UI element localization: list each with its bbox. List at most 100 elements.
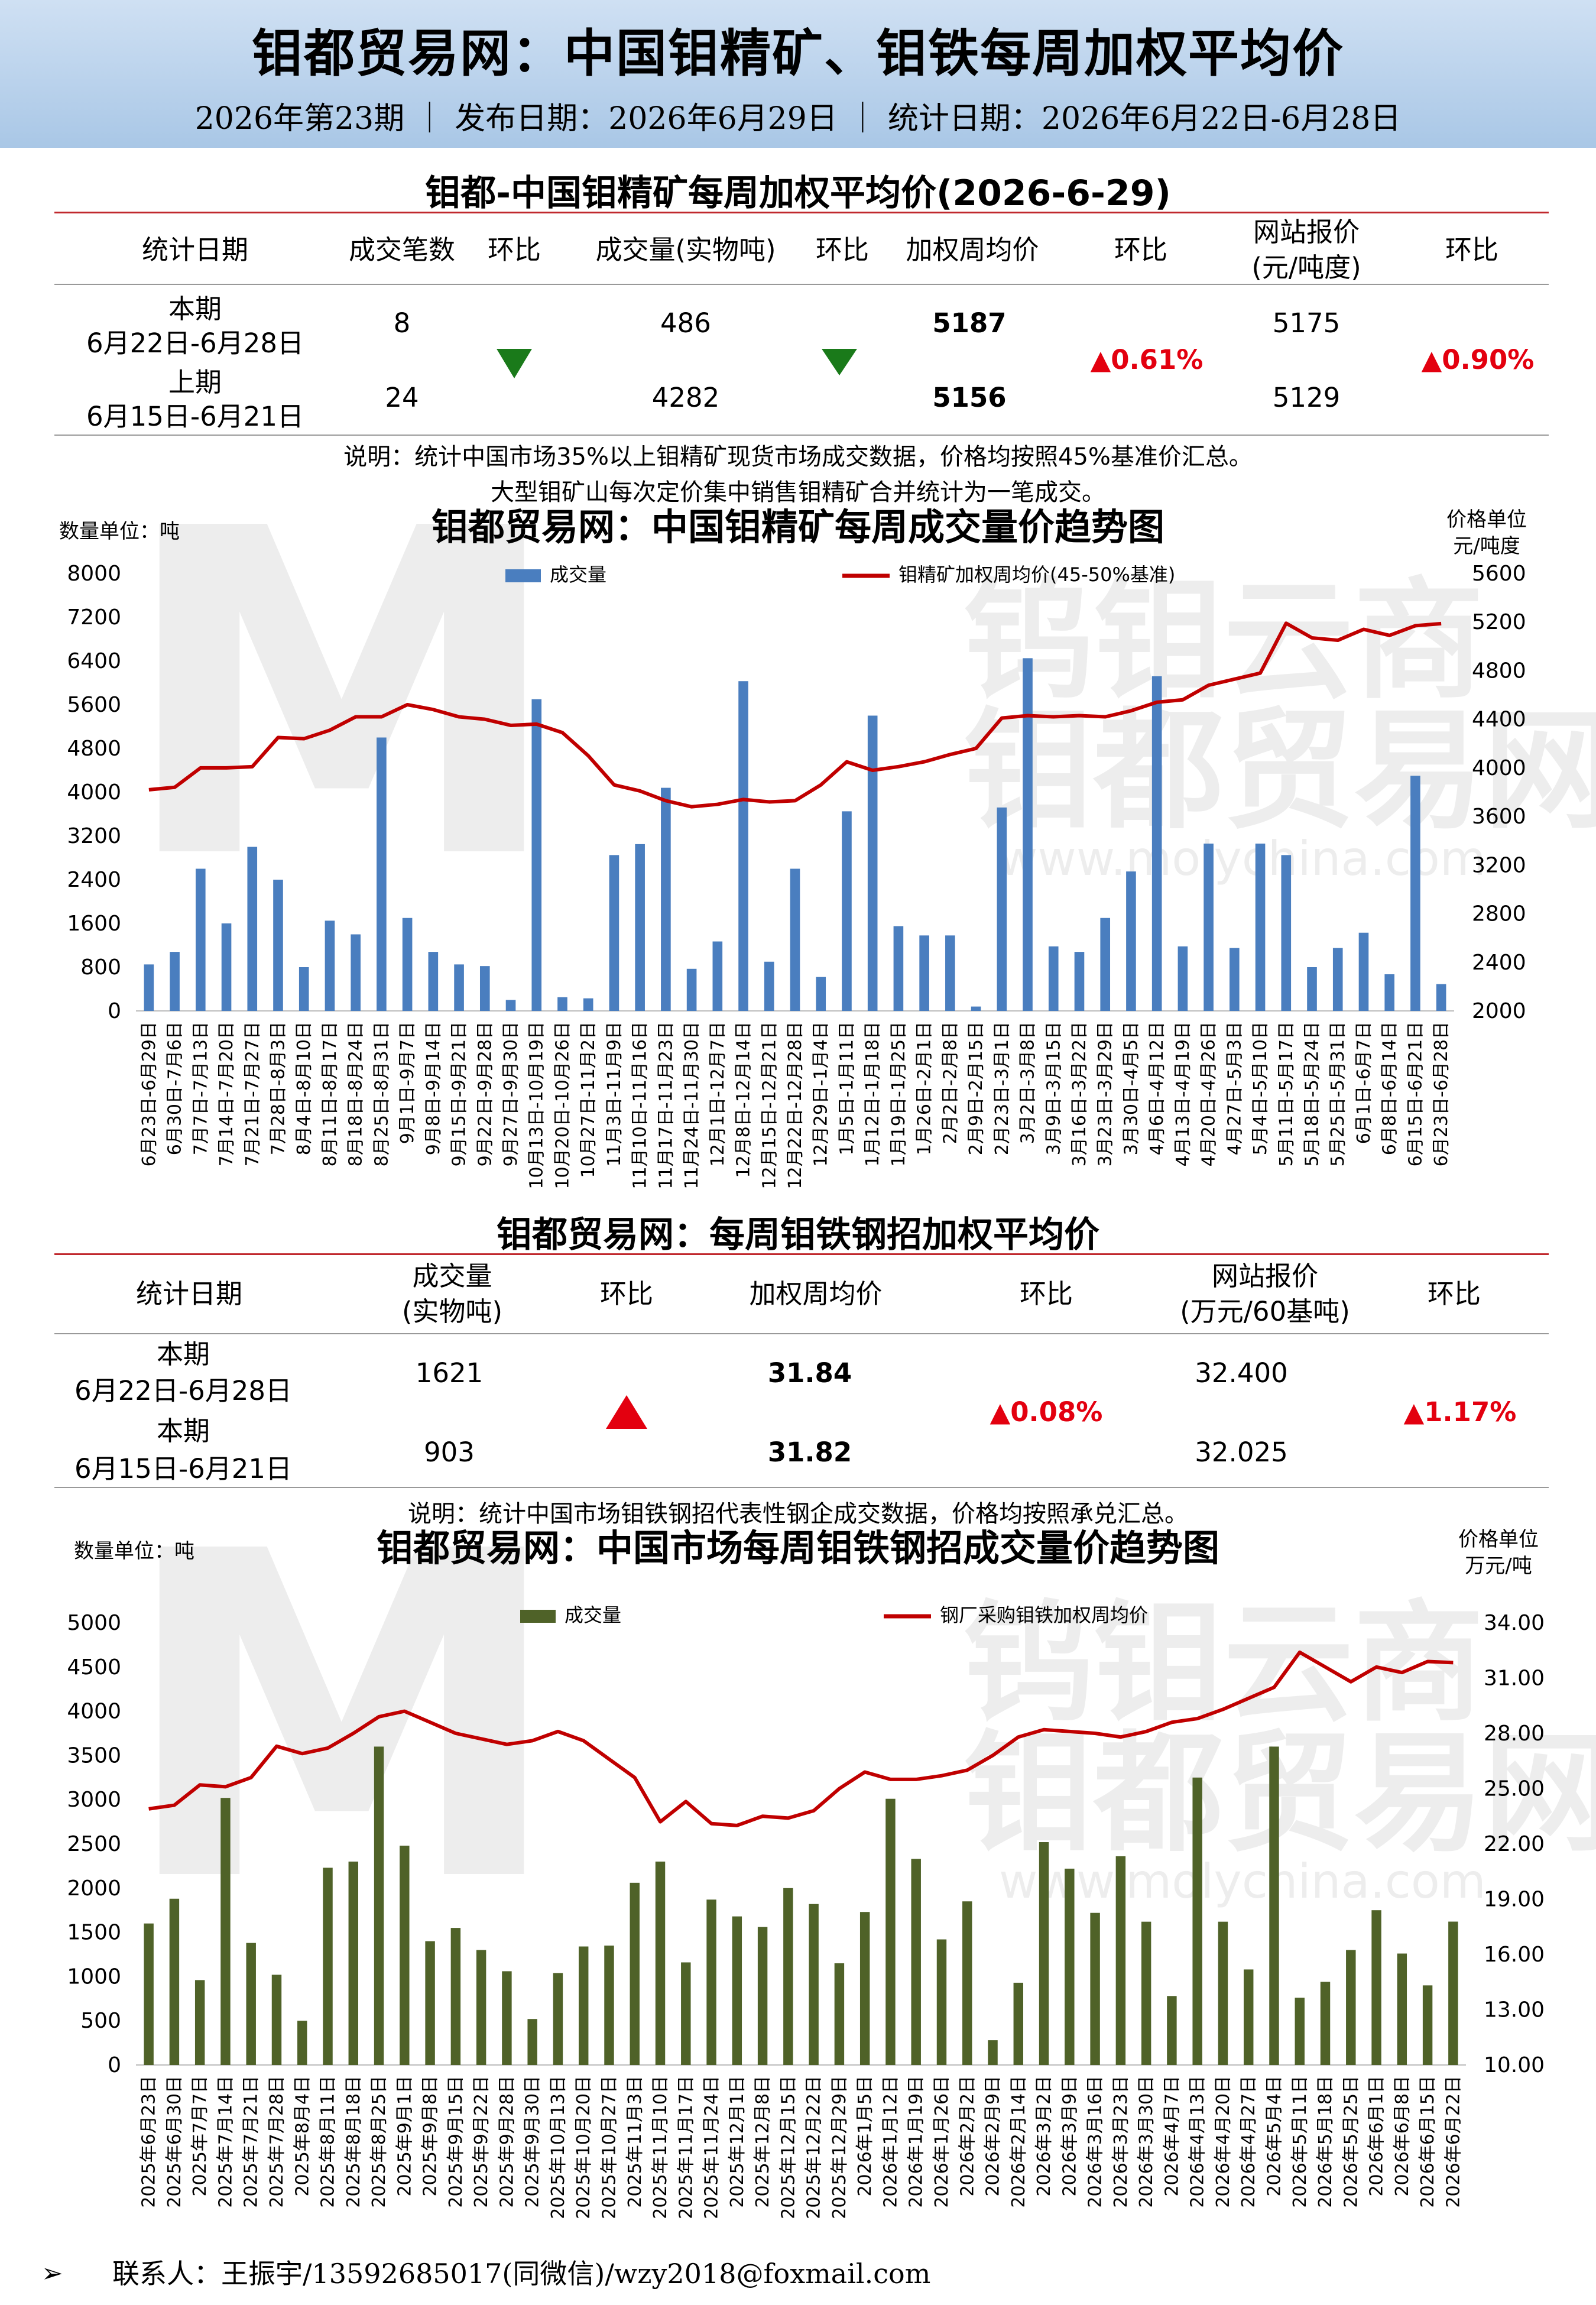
- legend-label: 钢厂采购钼铁加权周均价: [940, 1604, 1148, 1626]
- col-header-quote-unit: (万元/60基吨): [1180, 1296, 1350, 1327]
- col-header-avg-price: 加权周均价: [749, 1278, 883, 1309]
- right-axis-unit: 价格单位: [1446, 508, 1527, 531]
- volume-bar: [1013, 1982, 1024, 2065]
- x-axis-tick: 2026年2月14日: [1008, 2076, 1029, 2208]
- left-axis-tick: 0: [108, 999, 121, 1023]
- x-axis-tick: 9月22日-9月28日: [475, 1022, 495, 1166]
- x-axis-tick: 11月17日-11月23日: [656, 1022, 676, 1188]
- volume-bar: [732, 1916, 742, 2065]
- x-axis-tick: 2025年12月8日: [752, 2076, 773, 2208]
- volume-bar: [1295, 1998, 1305, 2065]
- x-axis-tick: 6月23日-6月29日: [139, 1022, 160, 1166]
- right-axis-tick: 34.00: [1484, 1611, 1545, 1635]
- x-axis-tick: 2025年9月28日: [497, 2076, 517, 2208]
- volume-bar: [1039, 1842, 1049, 2065]
- volume-bar: [1358, 932, 1369, 1011]
- volume-bar: [885, 1798, 896, 2065]
- x-axis-tick: 11月3日-11月9日: [604, 1022, 625, 1166]
- x-axis-tick: 8月25日-8月31日: [371, 1022, 392, 1166]
- previous-period-label: 本期: [156, 1415, 210, 1447]
- volume-bar: [246, 1943, 256, 2065]
- x-axis-tick: 2025年11月24日: [702, 2076, 722, 2219]
- x-axis-tick: 3月9日-3月15日: [1043, 1022, 1064, 1155]
- x-axis-tick: 2025年12月22日: [804, 2076, 825, 2219]
- x-axis-tick: 2025年12月1日: [727, 2076, 748, 2208]
- table-rule: [54, 1253, 1549, 1255]
- x-axis-tick: 2026年1月5日: [855, 2076, 875, 2197]
- volume-bar: [557, 997, 567, 1011]
- concentrate-table-title: 钼都-中国钼精矿每周加权平均价(2026-6-29): [425, 173, 1171, 214]
- volume-bar: [1410, 776, 1420, 1011]
- volume-bar: [1218, 1921, 1228, 2065]
- left-axis-tick: 6400: [67, 649, 121, 673]
- volume-bar: [1090, 1912, 1100, 2065]
- x-axis-tick: 5月18日-5月24日: [1302, 1022, 1323, 1166]
- x-axis-tick: 2025年10月20日: [573, 2076, 594, 2219]
- x-axis-tick: 2025年9月8日: [420, 2076, 441, 2197]
- x-axis-tick: 5月25日-5月31日: [1328, 1022, 1348, 1166]
- previous-volume: 4282: [651, 382, 720, 413]
- volume-bar: [686, 968, 697, 1011]
- right-axis-tick: 4800: [1472, 659, 1526, 683]
- x-axis-tick: 1月5日-1月11日: [836, 1022, 857, 1155]
- x-axis-tick: 2025年10月27日: [599, 2076, 619, 2219]
- volume-bar: [247, 847, 258, 1011]
- current-avg-price: 5187: [932, 307, 1007, 339]
- x-axis-tick: 3月30日-4月5日: [1121, 1022, 1141, 1155]
- ferro-note: 说明：统计中国市场钼铁钢招代表性钢企成交数据，价格均按照承兑汇总。: [408, 1500, 1188, 1528]
- previous-trades: 24: [385, 382, 419, 413]
- quote-change-badge: ▲1.17%: [1403, 1396, 1517, 1428]
- watermark-url: www.molychina.com: [999, 1854, 1486, 1909]
- x-axis-tick: 10月27日-11月2日: [578, 1022, 599, 1178]
- volume-bar: [479, 966, 490, 1011]
- x-axis-tick: 3月16日-3月22日: [1069, 1022, 1090, 1166]
- x-axis-tick: 2月9日-2月15日: [966, 1022, 987, 1155]
- right-axis-tick: 16.00: [1484, 1943, 1545, 1967]
- x-axis-tick: 10月13日-10月19日: [527, 1022, 547, 1188]
- volume-bar: [1065, 1868, 1075, 2065]
- current-period-range: 6月22日-6月28日: [86, 328, 304, 359]
- legend-label: 成交量: [565, 1604, 621, 1626]
- x-axis-tick: 2025年8月25日: [369, 2076, 390, 2208]
- x-axis-tick: 3月23日-3月29日: [1095, 1022, 1116, 1166]
- ferro-table-title: 钼都贸易网：每周钼铁钢招加权平均价: [497, 1214, 1099, 1256]
- right-axis-tick: 4400: [1472, 708, 1526, 732]
- x-axis-tick: 5月11日-5月17日: [1276, 1022, 1297, 1166]
- x-axis-tick: 2025年11月10日: [650, 2076, 671, 2219]
- volume-bar: [1243, 1969, 1254, 2065]
- x-axis-tick: 2025年12月15日: [778, 2076, 799, 2219]
- volume-bar: [502, 1971, 512, 2065]
- x-axis-tick: 2025年7月28日: [267, 2076, 287, 2208]
- legend-swatch: [520, 1610, 556, 1623]
- x-axis-tick: 2026年1月19日: [906, 2076, 927, 2208]
- volume-bar: [661, 787, 671, 1011]
- volume-bar: [842, 811, 852, 1011]
- col-header-trades: 成交笔数: [348, 234, 455, 265]
- volume-bar: [428, 952, 439, 1011]
- x-axis-tick: 8月11日-8月17日: [320, 1022, 340, 1166]
- left-axis-tick: 800: [80, 955, 121, 980]
- x-axis-tick: 2025年8月11日: [318, 2076, 339, 2208]
- current-period-range: 6月22日-6月28日: [74, 1375, 293, 1406]
- x-axis-tick: 4月13日-4月19日: [1173, 1022, 1193, 1166]
- x-axis-tick: 2025年10月13日: [548, 2076, 569, 2219]
- col-header-quote: 网站报价: [1211, 1260, 1318, 1292]
- x-axis-tick: 2025年8月4日: [292, 2076, 313, 2197]
- volume-bar: [1281, 855, 1292, 1011]
- volume-bar: [1177, 946, 1188, 1011]
- previous-avg-price: 5156: [932, 382, 1007, 413]
- watermark-text: 钼都贸易网: [964, 695, 1596, 847]
- volume-bar: [1384, 974, 1394, 1011]
- x-axis-tick: 2026年4月20日: [1213, 2076, 1234, 2208]
- x-axis-tick: 2026年2月2日: [957, 2076, 978, 2197]
- x-axis-tick: 2026年6月8日: [1392, 2076, 1413, 2197]
- x-axis-tick: 1月26日-2月1日: [914, 1022, 935, 1155]
- contact-info: 联系人：王振宇/13592685017(同微信)/wzy2018@foxmail…: [112, 2258, 931, 2290]
- down-arrow-icon: [497, 349, 532, 378]
- x-axis-tick: 11月24日-11月30日: [682, 1022, 702, 1188]
- current-quote: 32.400: [1195, 1357, 1288, 1389]
- volume-bar: [945, 935, 955, 1011]
- right-axis-tick: 5200: [1472, 610, 1526, 634]
- watermark-logo: M: [118, 1525, 565, 1980]
- left-axis-tick: 3200: [67, 824, 121, 848]
